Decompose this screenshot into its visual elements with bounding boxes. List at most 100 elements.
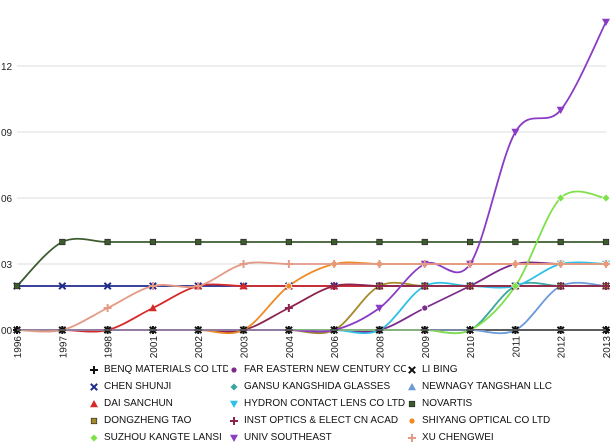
data-point-novartis — [13, 282, 21, 290]
x-axis-tick-labels: 1996 1997 1998 2001 2002 2003 2004 2006 2008 2009… — [13, 330, 613, 358]
plus-icon — [408, 433, 416, 442]
x-tick-label: 2013 — [602, 336, 613, 359]
legend-label: CHEN SHUNJI — [104, 381, 172, 392]
legend-marker — [90, 365, 98, 374]
legend-label: GANSU KANGSHIDA GLASSES — [244, 381, 391, 392]
legend-marker — [408, 433, 416, 442]
series-line-shiyang-optical-co-ltd — [17, 261, 606, 335]
data-point-xu-chengwei — [511, 260, 520, 268]
legend-marker — [408, 400, 416, 407]
x-tick-label: 1998 — [104, 336, 115, 359]
data-point-xu-chengwei — [284, 260, 293, 268]
triangle-icon — [90, 399, 98, 407]
data-point-suzhou-kangte-lansi — [510, 281, 520, 291]
data-point-xu-chengwei — [148, 282, 157, 290]
legend-item-li-bing[interactable]: LI BING — [406, 361, 616, 378]
data-point-xu-chengwei — [103, 304, 112, 312]
data-point-xu-chengwei — [239, 260, 248, 268]
legend-item-gansu-kangshida-glasses[interactable]: GANSU KANGSHIDA GLASSES — [228, 378, 406, 395]
data-point-univ-southeast — [511, 128, 520, 136]
data-point-novartis — [149, 238, 157, 246]
legend-item-inst-optics-elect-cn-acad[interactable]: INST OPTICS & ELECT CN ACAD — [228, 412, 406, 429]
data-point-xu-chengwei — [420, 260, 429, 268]
legend-label: SHIYANG OPTICAL CO LTD — [422, 415, 551, 426]
square-icon — [90, 417, 98, 424]
data-point-xu-chengwei — [466, 260, 475, 268]
y-tick-label: 12 — [1, 62, 13, 73]
x-tick-label: 2006 — [330, 336, 341, 359]
legend-label: NEWNAGY TANGSHAN LLC — [422, 381, 553, 392]
data-point-chen-shunji — [103, 282, 112, 290]
legend-item-xu-chengwei[interactable]: XU CHENGWEI — [406, 429, 616, 446]
data-point-novartis — [285, 238, 292, 246]
legend-marker — [408, 382, 416, 390]
data-point-inst-optics-elect-cn-acad — [284, 304, 293, 312]
x-tick-label: 2011 — [511, 336, 522, 358]
data-point-suzhou-kangte-lansi — [556, 193, 566, 203]
x-tick-label: 2002 — [194, 336, 205, 359]
legend-label: SUZHOU KANGTE LANSI — [104, 432, 222, 443]
data-point-novartis — [195, 238, 202, 246]
legend-label: UNIV SOUTHEAST — [244, 432, 332, 443]
diamond-icon — [229, 382, 239, 391]
data-point-xu-chengwei — [375, 260, 384, 268]
legend-marker — [90, 417, 98, 424]
x-icon — [408, 365, 416, 374]
legend: BENQ MATERIALS CO LTD FAR EASTERN NEW CEN… — [88, 361, 616, 446]
data-point-novartis — [331, 238, 338, 246]
legend-marker — [90, 382, 98, 391]
legend-item-shiyang-optical-co-ltd[interactable]: SHIYANG OPTICAL CO LTD — [406, 412, 616, 429]
y-tick-label: 00 — [1, 326, 13, 337]
data-point-xu-chengwei — [556, 260, 565, 268]
legend-item-dai-sanchun[interactable]: DAI SANCHUN — [88, 395, 228, 412]
data-point-novartis — [512, 238, 519, 246]
x-tick-label: 2003 — [240, 336, 251, 359]
legend-item-chen-shunji[interactable]: CHEN SHUNJI — [88, 378, 228, 395]
triangle-down-icon — [230, 400, 238, 408]
data-point-novartis — [240, 238, 247, 246]
legend-marker — [408, 365, 416, 374]
x-tick-label: 2008 — [375, 336, 386, 359]
data-point-novartis — [59, 238, 66, 246]
data-point-inst-optics-elect-cn-acad — [466, 282, 475, 290]
data-point-far-eastern-new-century-co — [421, 304, 429, 312]
legend-item-hydron-contact-lens-co-ltd[interactable]: HYDRON CONTACT LENS CO LTD — [228, 395, 406, 412]
data-point-inst-optics-elect-cn-acad — [375, 282, 384, 290]
data-point-novartis — [557, 238, 564, 246]
legend-marker — [230, 366, 238, 373]
data-point-xu-chengwei — [194, 282, 203, 290]
x-tick-label: 2012 — [557, 336, 568, 359]
data-point-inst-optics-elect-cn-acad — [330, 282, 339, 290]
triangle-icon — [408, 382, 416, 390]
legend-item-benq-materials-co-ltd[interactable]: BENQ MATERIALS CO LTD — [88, 361, 228, 378]
legend-label: LI BING — [422, 364, 458, 375]
data-point-univ-southeast — [556, 106, 565, 114]
legend-item-suzhou-kangte-lansi[interactable]: SUZHOU KANGTE LANSI — [88, 429, 228, 446]
data-point-novartis — [104, 238, 111, 246]
legend-label: DONGZHENG TAO — [104, 415, 192, 426]
data-point-dai-sanchun — [239, 282, 248, 290]
data-point-dai-sanchun — [148, 304, 157, 312]
x-tick-label: 2001 — [149, 336, 160, 359]
legend-item-dongzheng-tao[interactable]: DONGZHENG TAO — [88, 412, 228, 429]
legend-item-novartis[interactable]: NOVARTIS — [406, 395, 616, 412]
data-point-inst-optics-elect-cn-acad — [556, 282, 565, 290]
legend-marker — [229, 382, 239, 391]
legend-item-newnagy-tangshan-llc[interactable]: NEWNAGY TANGSHAN LLC — [406, 378, 616, 395]
x-tick-label: 1997 — [58, 336, 69, 359]
legend-item-far-eastern-new-century-co[interactable]: FAR EASTERN NEW CENTURY CO — [228, 361, 406, 378]
legend-label: NOVARTIS — [422, 398, 473, 409]
data-point-univ-southeast — [602, 18, 610, 26]
x-tick-label: 2004 — [285, 336, 296, 359]
plus-icon — [90, 365, 98, 374]
data-point-inst-optics-elect-cn-acad — [602, 282, 610, 290]
circle-icon — [230, 366, 238, 373]
legend-item-univ-southeast[interactable]: UNIV SOUTHEAST — [228, 429, 406, 446]
y-tick-label: 06 — [1, 194, 13, 205]
data-point-xu-chengwei — [330, 260, 339, 268]
y-tick-label: 09 — [1, 128, 13, 139]
data-point-chen-shunji — [58, 282, 67, 290]
line-chart: 00 03 06 09 12 1996 1997 1998 2001 2002 2003 2004 2… — [1, 18, 613, 358]
data-point-novartis — [421, 238, 428, 246]
data-point-xu-chengwei — [602, 260, 610, 268]
